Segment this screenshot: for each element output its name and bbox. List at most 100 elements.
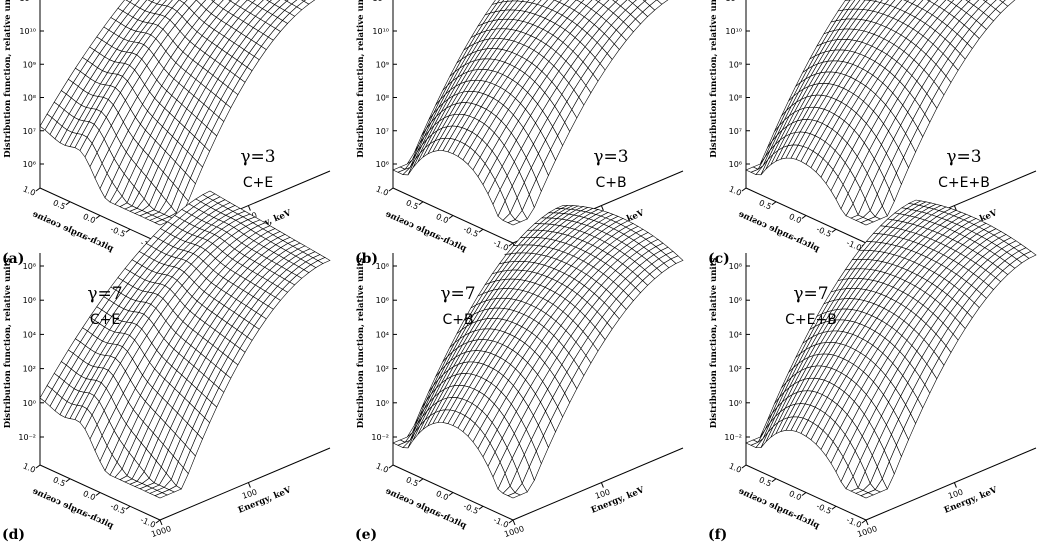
panel-e: 10⁻²10⁰10²10⁴10⁶10⁸-1.0-0.50.00.51.01000… bbox=[355, 205, 684, 543]
x-axis-label: Energy, keV bbox=[237, 485, 293, 516]
z-tick-label: 10⁸ bbox=[23, 262, 36, 271]
y-tick bbox=[771, 478, 777, 483]
z-tick-label: 10² bbox=[729, 365, 742, 374]
z-axis-label: Distribution function, relative units bbox=[356, 257, 366, 428]
surface-mesh bbox=[392, 205, 684, 499]
y-axis-label: pitch-angle cosine bbox=[736, 486, 821, 531]
x-axis bbox=[512, 447, 684, 521]
z-tick-label: 10¹¹ bbox=[19, 0, 36, 3]
z-tick-label: 10⁸ bbox=[376, 262, 389, 271]
y-ticks: -1.0-0.50.00.51.0 bbox=[728, 461, 867, 530]
z-tick-label: 10⁸ bbox=[23, 94, 36, 103]
y-axis-label: pitch-angle cosine bbox=[383, 209, 468, 254]
z-tick-label: 10⁴ bbox=[376, 330, 389, 339]
z-tick-label: 10² bbox=[23, 365, 36, 374]
x-tick-label: 100 bbox=[594, 488, 611, 501]
y-tick-label: 1.0 bbox=[728, 184, 743, 197]
surface-cell bbox=[154, 492, 168, 499]
x-tick-label: 100 bbox=[241, 488, 258, 501]
z-axis-label: Distribution function, relative units bbox=[709, 0, 719, 158]
y-tick bbox=[95, 492, 101, 496]
y-tick bbox=[155, 519, 161, 524]
y-tick bbox=[448, 215, 454, 219]
y-tick bbox=[478, 228, 484, 233]
z-tick-label: 10⁷ bbox=[376, 127, 389, 136]
gamma-label: γ=3 bbox=[240, 147, 275, 167]
y-tick bbox=[741, 464, 747, 469]
z-tick-label: 10⁶ bbox=[23, 160, 36, 169]
x-axis-label: Energy, keV bbox=[943, 485, 999, 516]
y-tick bbox=[801, 215, 807, 219]
y-tick bbox=[125, 228, 131, 233]
x-tick bbox=[865, 519, 869, 526]
z-tick-label: 10⁰ bbox=[376, 399, 389, 408]
z-tick-label: 10⁻² bbox=[371, 433, 389, 442]
y-tick bbox=[35, 464, 41, 469]
surface-mesh bbox=[39, 0, 316, 226]
y-tick-label: 1.0 bbox=[22, 461, 37, 474]
panel-f: 10⁻²10⁰10²10⁴10⁶10⁸-1.0-0.50.00.51.01000… bbox=[708, 199, 1037, 543]
z-tick-label: 10¹⁰ bbox=[725, 27, 742, 36]
z-tick-label: 10¹¹ bbox=[372, 0, 389, 3]
z-tick-label: 10⁹ bbox=[23, 60, 36, 69]
z-tick-label: 10⁶ bbox=[376, 296, 389, 305]
z-tick-label: 10⁶ bbox=[729, 160, 742, 169]
y-tick-label: 0.5 bbox=[52, 198, 67, 211]
z-tick-label: 10⁸ bbox=[376, 94, 389, 103]
z-axis-label: Distribution function, relative units bbox=[3, 0, 13, 158]
gamma-label: γ=7 bbox=[793, 284, 828, 304]
z-tick-label: 10⁶ bbox=[729, 296, 742, 305]
y-tick-label: 0.0 bbox=[82, 489, 97, 502]
y-tick-label: 0.0 bbox=[435, 212, 450, 225]
surface-cell bbox=[946, 0, 955, 3]
panel-label: (d) bbox=[2, 527, 25, 543]
z-ticks: 10⁶ 10⁷ 10⁸ 10⁹ 10¹⁰ 10¹¹ bbox=[19, 0, 44, 169]
z-tick-label: 10⁴ bbox=[23, 330, 36, 339]
y-tick bbox=[95, 215, 101, 219]
x-tick bbox=[247, 482, 251, 488]
y-tick bbox=[125, 505, 131, 510]
surface-mesh bbox=[745, 199, 1037, 499]
surface-mesh bbox=[745, 0, 1016, 226]
z-ticks: 10⁶ 10⁷ 10⁸ 10⁹ 10¹⁰ 10¹¹ bbox=[372, 0, 397, 169]
y-tick-label: 0.0 bbox=[435, 489, 450, 502]
surface-cell bbox=[612, 0, 619, 3]
y-tick bbox=[35, 187, 41, 192]
z-tick-label: 10¹⁰ bbox=[19, 27, 36, 36]
y-tick bbox=[65, 201, 71, 206]
x-tick bbox=[247, 205, 251, 211]
y-tick-label: 1.0 bbox=[375, 184, 390, 197]
surface-cell bbox=[507, 492, 521, 499]
y-tick-label: 0.5 bbox=[758, 198, 773, 211]
z-tick-label: 10⁸ bbox=[729, 94, 742, 103]
y-tick bbox=[861, 519, 867, 524]
surface-cell bbox=[507, 219, 521, 226]
gamma-label: γ=3 bbox=[946, 147, 981, 167]
z-tick-label: 10⁶ bbox=[376, 160, 389, 169]
z-tick-label: 10⁷ bbox=[729, 127, 742, 136]
y-tick-label: 1.0 bbox=[22, 184, 37, 197]
z-tick-label: 10⁻² bbox=[724, 433, 742, 442]
y-tick-label: 0.5 bbox=[405, 198, 420, 211]
y-tick bbox=[741, 187, 747, 192]
y-tick-label: 0.5 bbox=[52, 475, 67, 488]
y-axis-label: pitch-angle cosine bbox=[736, 209, 821, 254]
y-tick-label: 0.5 bbox=[758, 475, 773, 488]
y-axis-label: pitch-angle cosine bbox=[383, 486, 468, 531]
z-axis-label: Distribution function, relative units bbox=[356, 0, 366, 158]
x-tick bbox=[512, 519, 516, 526]
z-tick-label: 10⁰ bbox=[23, 399, 36, 408]
surface-mesh bbox=[392, 0, 669, 226]
panel-label: (e) bbox=[355, 527, 377, 543]
x-tick bbox=[600, 482, 604, 488]
z-tick-label: 10² bbox=[376, 365, 389, 374]
z-axis-label: Distribution function, relative units bbox=[3, 257, 13, 428]
y-tick bbox=[418, 201, 424, 206]
surface-cell bbox=[860, 219, 874, 226]
x-axis bbox=[865, 447, 1037, 521]
z-tick-label: 10⁴ bbox=[729, 330, 742, 339]
gamma-label: γ=7 bbox=[440, 284, 475, 304]
z-tick-label: 10⁻² bbox=[18, 433, 36, 442]
z-tick-label: 10¹⁰ bbox=[372, 27, 389, 36]
gamma-label: γ=7 bbox=[87, 284, 122, 304]
